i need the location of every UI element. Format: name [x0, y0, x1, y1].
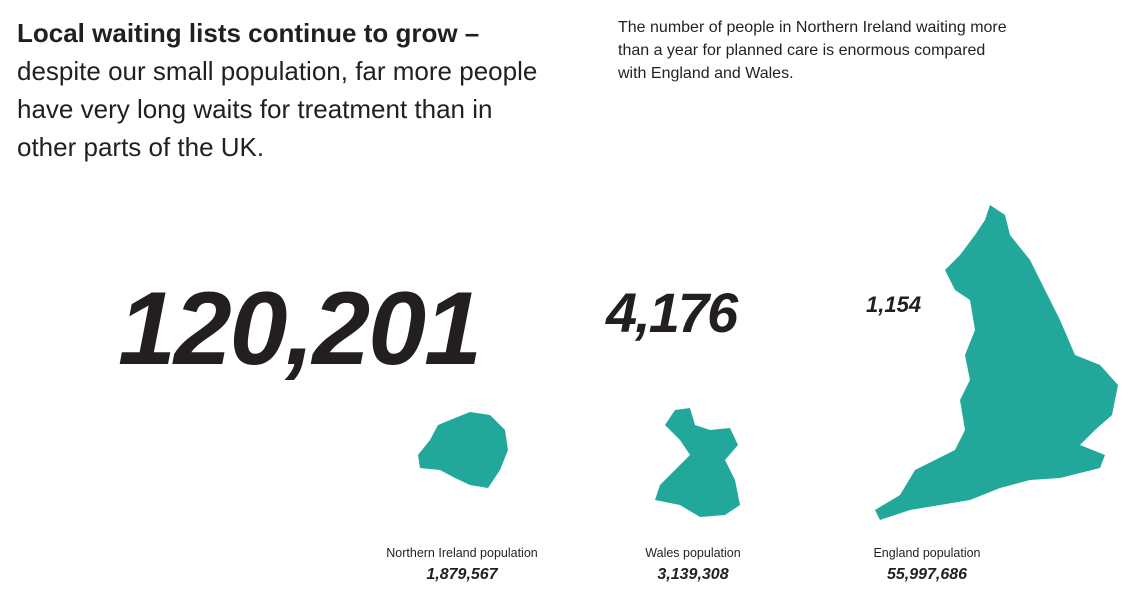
description: The number of people in Northern Ireland…	[618, 19, 1007, 82]
england-population: 55,997,686	[886, 566, 968, 583]
ni-count: 120,201	[118, 271, 482, 387]
ni-population: 1,879,567	[426, 566, 498, 583]
wales-population: 3,139,308	[657, 566, 729, 583]
ni-population-label: Northern Ireland population	[386, 546, 538, 560]
wales-population-label: Wales population	[645, 546, 741, 560]
england-map	[875, 205, 1118, 520]
headline: Local waiting lists continue to grow – de…	[17, 14, 557, 166]
wales-count: 4,176	[606, 281, 738, 344]
headline-text: despite our small population, far more p…	[17, 56, 538, 162]
headline-bold: Local waiting lists continue to grow –	[17, 18, 480, 48]
england-population-label: England population	[873, 546, 981, 560]
northern-ireland-map	[418, 412, 508, 488]
england-count: 1,154	[866, 292, 922, 317]
wales-map	[655, 408, 740, 517]
